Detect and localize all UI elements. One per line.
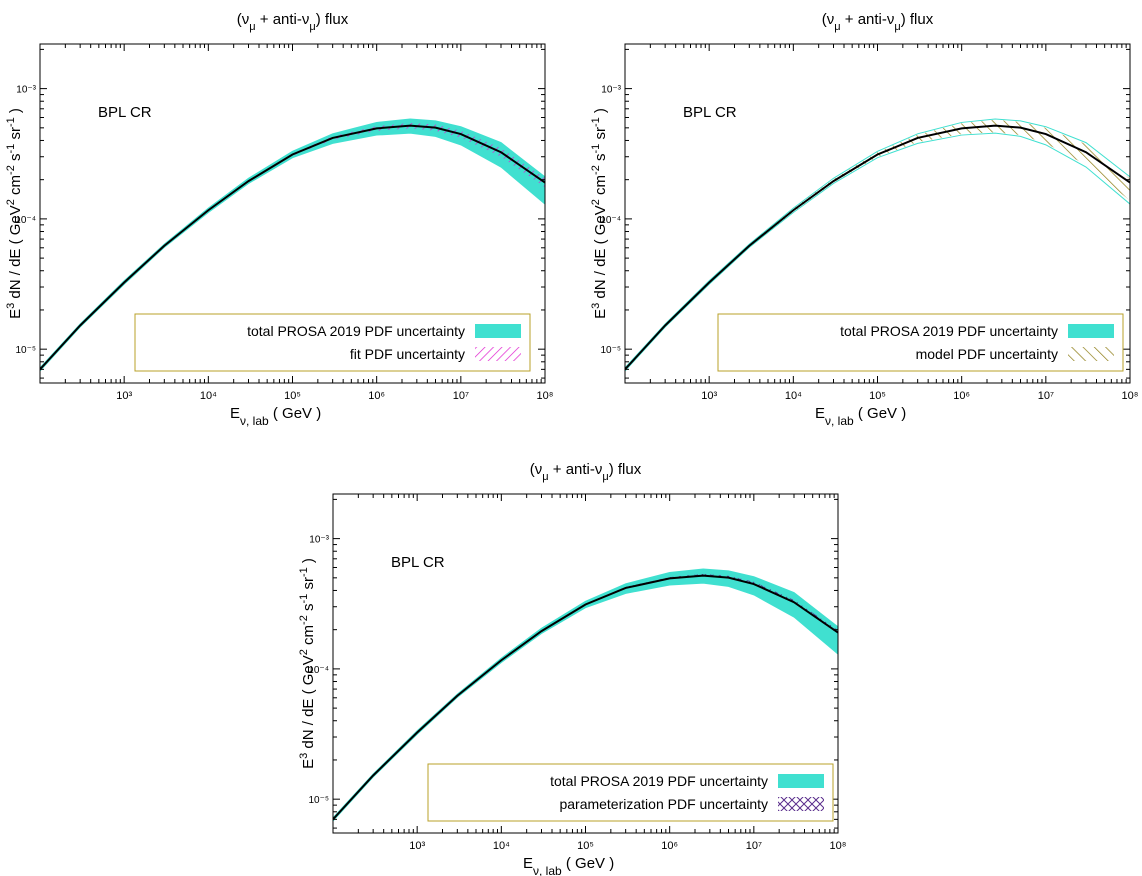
legend-swatch-total [1068,324,1114,338]
legend-label: fit PDF uncertainty [350,346,465,362]
x-tick-label: 10⁶ [953,390,970,402]
x-tick-label: 10⁷ [453,390,469,402]
x-tick-label: 10⁵ [284,390,301,402]
legend: total PROSA 2019 PDF uncertainty model PD… [717,313,1124,372]
y-axis-label: E3 dN / dE ( GeV2 cm-2 s-1 sr-1 ) [590,108,609,319]
legend-box [134,313,531,372]
x-tick-label: 10⁵ [869,390,886,402]
x-tick-label: 10⁴ [200,390,217,402]
plot-area [333,568,838,822]
chart-annotation: BPL CR [391,554,445,571]
plot-area [40,118,545,372]
chart-annotation: BPL CR [683,104,737,121]
x-tick-label: 10³ [701,390,717,402]
series-band-total [333,568,838,822]
x-tick-label: 10⁶ [661,840,678,852]
y-tick-label: 10⁻⁴ [308,665,329,676]
legend: total PROSA 2019 PDF uncertainty fit PDF … [134,313,531,372]
legend-label: model PDF uncertainty [916,346,1058,362]
y-tick-label: 10⁻³ [601,85,621,96]
legend-swatch-hatched [1068,347,1114,361]
chart-panel-1: 10³ 10⁴ 10⁵ 10⁶ 10⁷ 10⁸ 10⁻⁵ 10⁻⁴ 10⁻³ (νμ + anti… [5,11,553,428]
chart-panel-2: 10³ 10⁴ 10⁵ 10⁶ 10⁷ 10⁸ 10⁻⁵ 10⁻⁴ 10⁻³ (νμ + anti… [590,11,1138,428]
x-tick-label: 10⁸ [830,840,847,852]
y-tick-label: 10⁻³ [16,85,36,96]
legend-box [717,313,1124,372]
y-tick-label: 10⁻³ [309,535,329,546]
legend-swatch-total [475,324,521,338]
series-central-line [625,124,1130,371]
y-axis-label: E3 dN / dE ( GeV2 cm-2 s-1 sr-1 ) [5,108,24,319]
chart-title: (νμ + anti-νμ) flux [822,11,934,33]
x-axis-label: Eν, lab ( GeV ) [230,405,321,428]
y-tick-label: 10⁻⁵ [600,345,621,356]
series-band-total [40,118,545,372]
legend-box [427,763,834,822]
y-tick-label: 10⁻⁴ [15,215,36,226]
x-axis-label: Eν, lab ( GeV ) [523,855,614,876]
chart-annotation: BPL CR [98,104,152,121]
series-band-total-outline [625,118,1130,372]
plot-area [625,118,1130,372]
series-band-hatched [40,122,545,371]
legend: total PROSA 2019 PDF uncertainty paramete… [427,763,834,822]
x-tick-label: 10³ [116,390,132,402]
x-tick-label: 10⁴ [493,840,510,852]
x-tick-label: 10⁵ [577,840,594,852]
y-tick-label: 10⁻⁵ [15,345,36,356]
x-axis-label: Eν, lab ( GeV ) [815,405,906,428]
x-tick-label: 10⁶ [368,390,385,402]
legend-label: total PROSA 2019 PDF uncertainty [550,773,768,789]
y-tick-label: 10⁻⁵ [308,795,329,806]
chart-panel-3: 10³ 10⁴ 10⁵ 10⁶ 10⁷ 10⁸ 10⁻⁵ 10⁻⁴ 10⁻³ (νμ + anti… [298,461,846,876]
chart-title: (νμ + anti-νμ) flux [237,11,349,33]
x-tick-label: 10⁷ [746,840,762,852]
legend-label: total PROSA 2019 PDF uncertainty [247,323,465,339]
y-tick-label: 10⁻⁴ [600,215,621,226]
x-tick-label: 10⁷ [1038,390,1054,402]
chart-title: (νμ + anti-νμ) flux [530,461,642,483]
legend-label: parameterization PDF uncertainty [559,796,768,812]
x-tick-label: 10⁸ [537,390,554,402]
series-central-line [333,574,838,821]
y-axis-label: E3 dN / dE ( GeV2 cm-2 s-1 sr-1 ) [298,558,317,769]
legend-swatch-hatched [475,347,521,361]
x-tick-label: 10⁸ [1122,390,1139,402]
series-central-line [40,124,545,371]
legend-swatch-total [778,774,824,788]
legend-label: total PROSA 2019 PDF uncertainty [840,323,1058,339]
series-band-hatched [625,119,1130,371]
x-tick-label: 10⁴ [785,390,802,402]
legend-swatch-hatched [778,797,824,811]
x-tick-label: 10³ [409,840,425,852]
